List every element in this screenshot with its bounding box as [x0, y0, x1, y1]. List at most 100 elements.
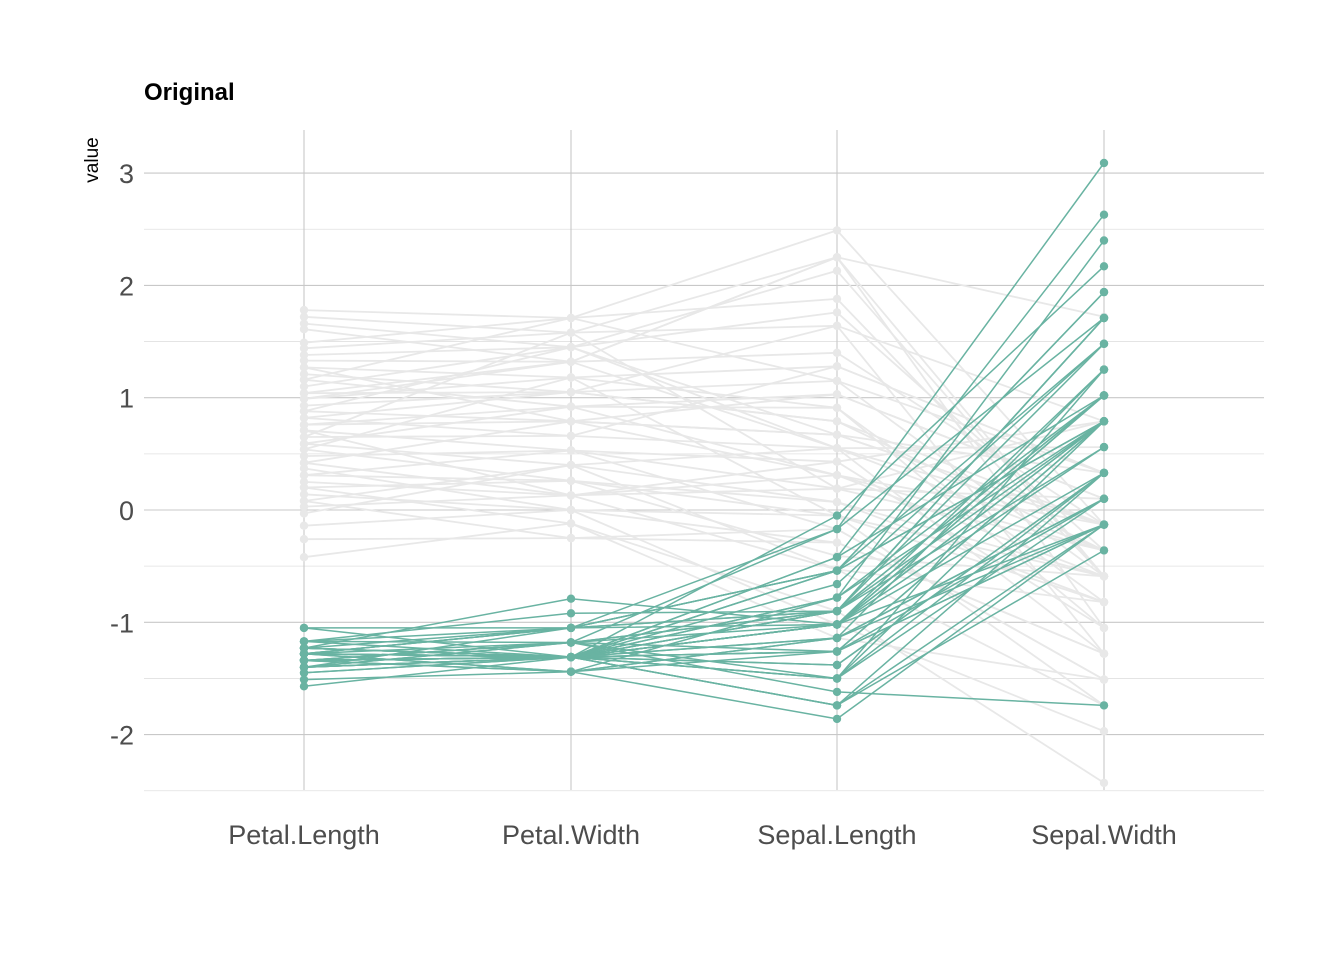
- background-data-point: [299, 535, 309, 544]
- background-data-point: [299, 375, 309, 384]
- background-data-point: [299, 363, 309, 372]
- background-series-line: [303, 493, 1105, 733]
- background-data-point: [1099, 649, 1109, 658]
- background-data-point: [299, 483, 309, 492]
- background-data-point: [566, 373, 576, 382]
- highlight-series-line: [303, 523, 1105, 658]
- background-series-line: [303, 420, 1105, 497]
- background-series-line: [303, 500, 1105, 681]
- background-data-point: [832, 484, 842, 493]
- background-data-point: [832, 266, 842, 275]
- background-data-point: [832, 538, 842, 547]
- background-data-point: [832, 348, 842, 357]
- x-tick-label: Petal.Width: [502, 820, 640, 850]
- highlight-data-point: [566, 623, 576, 633]
- highlight-series-line: [303, 523, 1105, 720]
- highlight-data-point: [1099, 701, 1109, 710]
- background-series-line: [303, 317, 1105, 474]
- background-series-line: [303, 376, 1105, 578]
- background-data-point: [1099, 597, 1109, 607]
- highlight-series-line: [303, 369, 1105, 673]
- background-series-line: [303, 331, 1105, 500]
- background-data-point: [299, 451, 309, 461]
- highlight-series-line: [303, 343, 1105, 658]
- highlight-data-point: [832, 701, 842, 710]
- highlight-series-line: [303, 317, 1105, 644]
- highlight-data-point: [1099, 468, 1109, 478]
- background-data-point: [832, 253, 842, 262]
- highlight-data-point: [299, 656, 309, 665]
- highlight-series-line: [303, 420, 1105, 649]
- background-data-point: [566, 476, 576, 485]
- highlight-data-point: [1099, 442, 1109, 452]
- y-tick-label: -2: [110, 721, 134, 751]
- highlight-data-point: [1099, 287, 1109, 297]
- background-data-point: [299, 344, 309, 353]
- y-tick-label: -1: [110, 608, 134, 638]
- highlight-data-point: [299, 637, 309, 646]
- background-series-line: [303, 509, 1105, 603]
- background-series-line: [303, 461, 1105, 552]
- background-series-line: [303, 376, 1105, 603]
- background-series-line: [303, 464, 1105, 603]
- highlight-data-point: [832, 593, 842, 602]
- background-data-point: [299, 496, 309, 506]
- background-data-point: [566, 491, 576, 500]
- background-data-point: [299, 521, 309, 530]
- x-tick-label: Sepal.Length: [757, 820, 916, 850]
- highlight-data-point: [1099, 313, 1109, 323]
- background-series-line: [303, 417, 1105, 655]
- highlight-data-point: [1099, 520, 1109, 529]
- background-data-point: [299, 471, 309, 480]
- highlight-series-line: [303, 214, 1105, 662]
- background-series-line: [303, 442, 1105, 603]
- background-data-point: [299, 553, 309, 562]
- highlight-data-point: [566, 638, 576, 647]
- background-data-point: [299, 382, 309, 391]
- highlight-data-point: [1099, 391, 1109, 400]
- background-series-lines: [299, 226, 1109, 788]
- background-data-point: [832, 376, 842, 386]
- highlight-data-point: [832, 524, 842, 534]
- highlight-data-point: [1099, 210, 1109, 219]
- background-series-line: [303, 351, 1105, 526]
- background-series-line: [303, 297, 1105, 577]
- highlight-data-point: [832, 620, 842, 629]
- highlight-series-line: [303, 394, 1105, 649]
- background-data-point: [1099, 675, 1109, 684]
- background-series-line: [303, 522, 1105, 681]
- background-data-point: [299, 490, 309, 499]
- background-data-point: [299, 458, 309, 467]
- highlight-data-point: [299, 682, 309, 691]
- highlight-series-line: [303, 472, 1105, 707]
- highlight-data-point: [299, 623, 309, 633]
- background-data-point: [566, 519, 576, 528]
- background-series-line: [303, 405, 1105, 629]
- background-data-point: [832, 321, 842, 330]
- background-data-point: [832, 444, 842, 453]
- highlight-data-point: [1099, 494, 1109, 503]
- background-data-point: [832, 417, 842, 426]
- highlight-data-point: [1099, 262, 1109, 271]
- highlight-data-point: [1099, 365, 1109, 374]
- background-data-point: [566, 446, 576, 455]
- background-data-point: [566, 343, 576, 352]
- background-data-point: [299, 426, 309, 435]
- background-data-point: [832, 403, 842, 412]
- highlight-data-point: [832, 553, 842, 562]
- highlight-data-point: [832, 674, 842, 683]
- background-data-point: [299, 394, 309, 403]
- highlight-data-point: [832, 566, 842, 575]
- background-data-point: [566, 417, 576, 426]
- background-data-point: [832, 430, 842, 439]
- highlight-data-point: [1099, 417, 1109, 426]
- y-axis-ticks: -2 -1 0 1 2 3: [110, 159, 134, 751]
- background-data-point: [299, 407, 309, 416]
- background-data-point: [832, 471, 842, 480]
- y-tick-label: 0: [119, 496, 134, 526]
- background-data-point: [566, 313, 576, 323]
- highlight-data-point: [832, 687, 842, 697]
- background-data-point: [832, 390, 842, 399]
- x-axis-ticks: Petal.Length Petal.Width Sepal.Length Sepal…: [228, 820, 1177, 850]
- background-data-point: [566, 505, 576, 515]
